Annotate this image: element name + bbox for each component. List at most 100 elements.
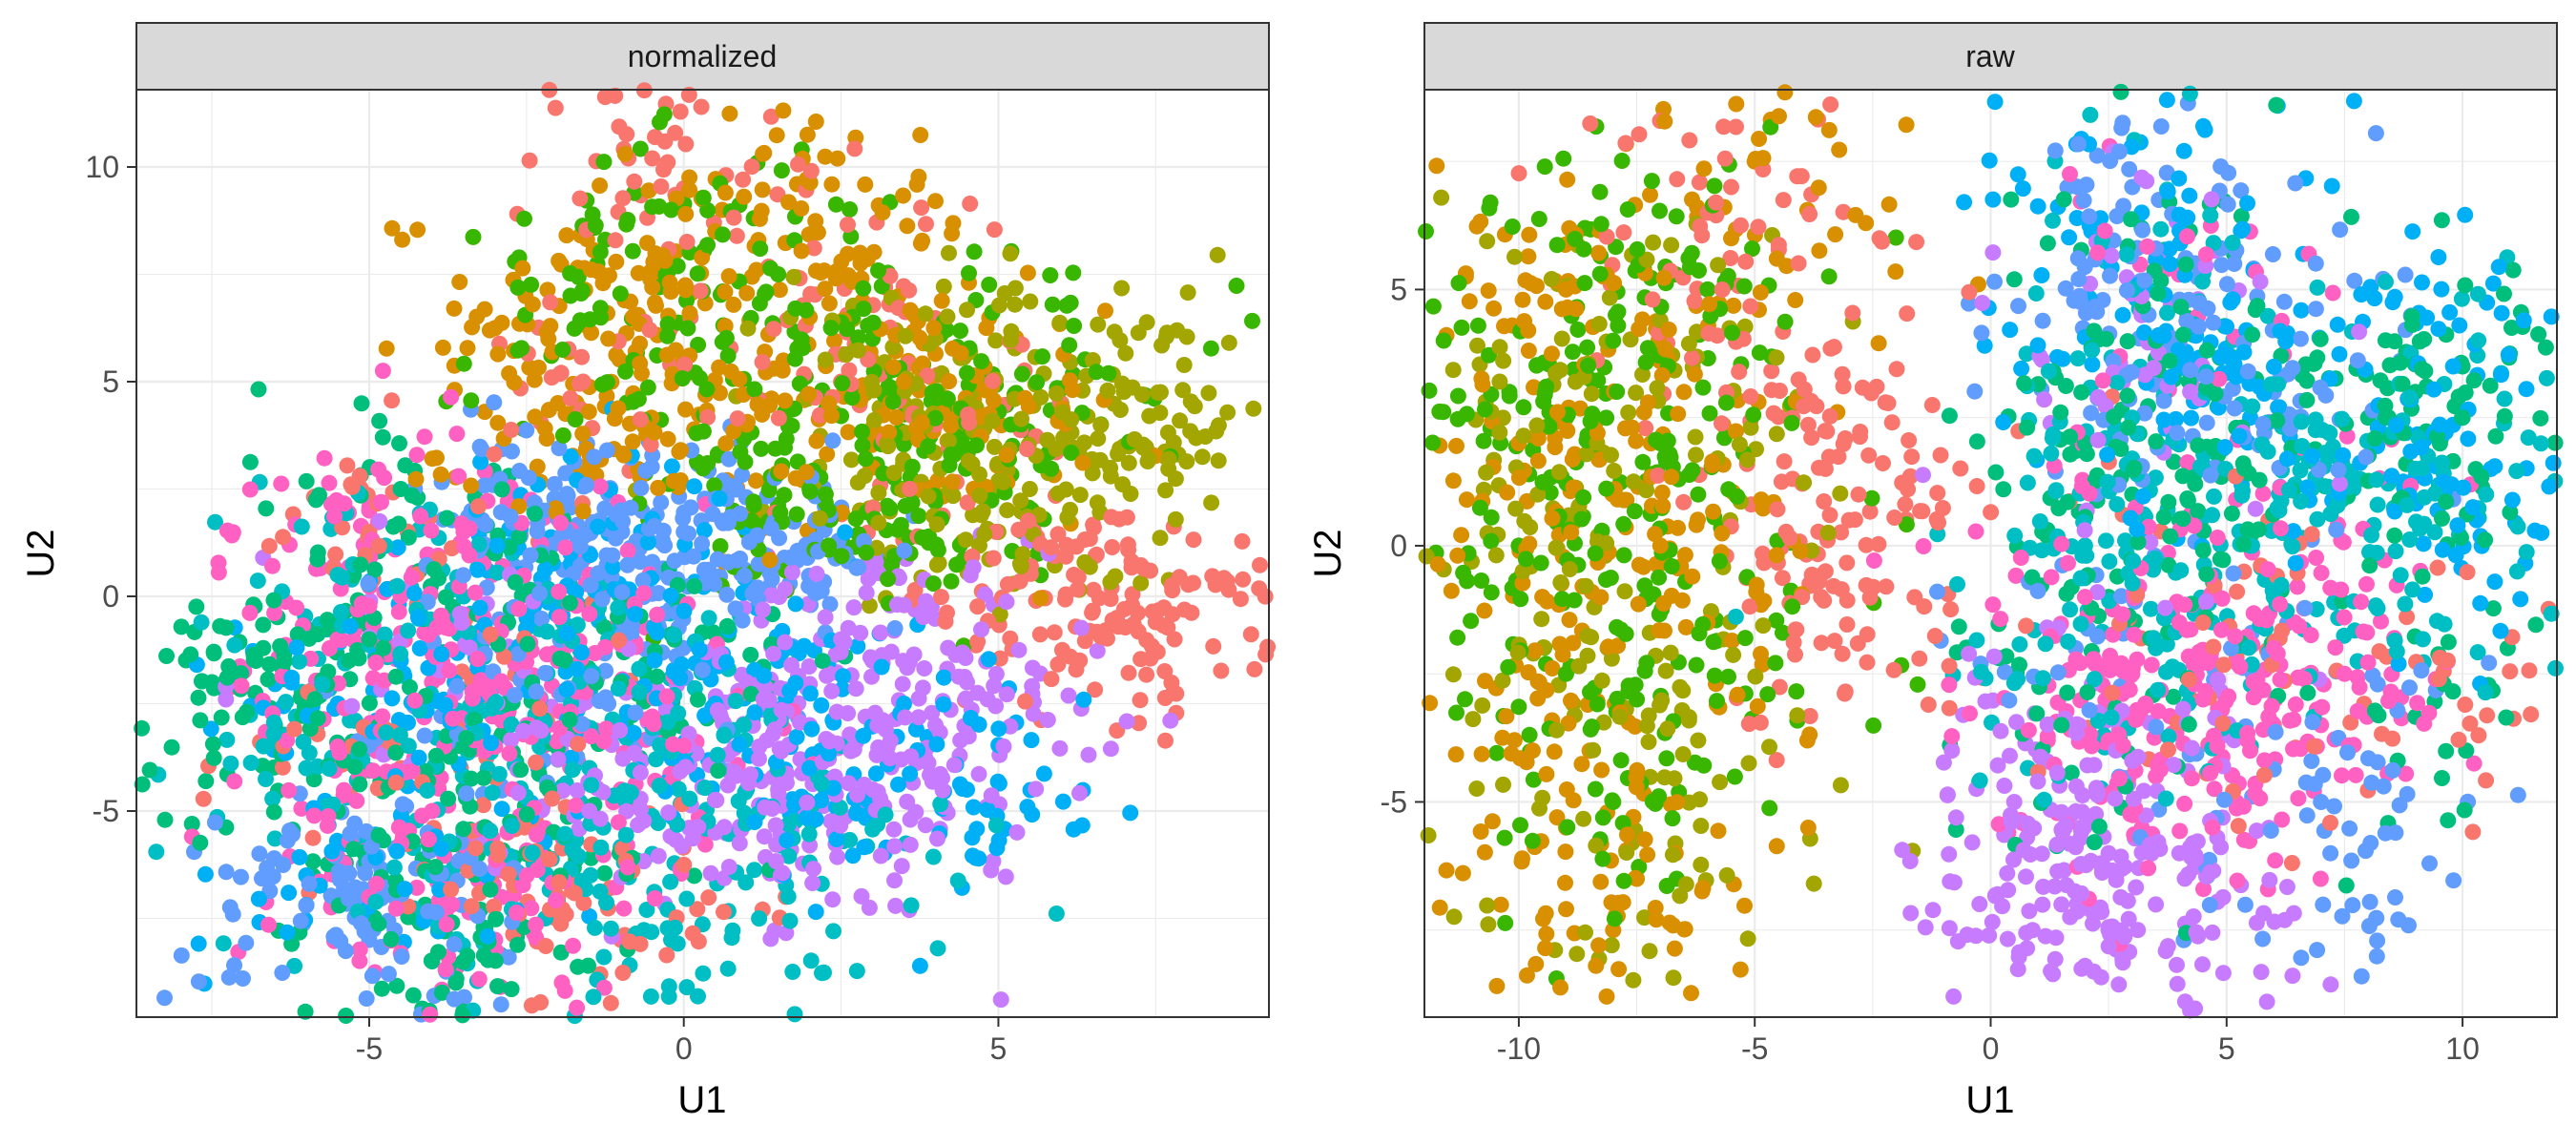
- scatter-point: [823, 682, 841, 699]
- scatter-point: [832, 644, 849, 660]
- scatter-point: [2302, 627, 2319, 644]
- scatter-point: [1789, 168, 1806, 185]
- scatter-point: [635, 585, 653, 602]
- scatter-point: [2013, 360, 2030, 377]
- scatter-point: [1104, 539, 1121, 555]
- scatter-point: [2537, 339, 2554, 356]
- scatter-point: [719, 553, 737, 571]
- scatter-point: [698, 381, 716, 398]
- scatter-point: [757, 285, 774, 302]
- panel-normalized-points: [134, 81, 1277, 1025]
- scatter-point: [375, 639, 392, 656]
- scatter-point: [640, 182, 657, 199]
- scatter-point: [1569, 322, 1587, 338]
- scatter-point: [1132, 651, 1150, 668]
- scatter-point: [2275, 293, 2293, 310]
- scatter-point: [1929, 526, 1946, 543]
- scatter-point: [760, 482, 778, 499]
- scatter-point: [1028, 374, 1046, 391]
- scatter-point: [561, 711, 578, 728]
- scatter-point: [569, 999, 586, 1016]
- scatter-point: [568, 797, 585, 814]
- scatter-point: [678, 890, 696, 907]
- scatter-point: [765, 321, 782, 338]
- scatter-point: [512, 761, 530, 779]
- scatter-point: [275, 857, 292, 873]
- scatter-point: [1203, 494, 1220, 511]
- scatter-point: [446, 300, 463, 317]
- scatter-point: [788, 728, 805, 745]
- scatter-point: [195, 790, 212, 807]
- scatter-point: [409, 609, 426, 626]
- scatter-point: [2346, 272, 2363, 289]
- scatter-point: [2347, 766, 2364, 783]
- scatter-point: [410, 749, 427, 766]
- scatter-point: [1122, 486, 1139, 502]
- scatter-point: [2453, 290, 2470, 307]
- scatter-point: [316, 449, 333, 467]
- scatter-point: [551, 440, 568, 457]
- scatter-point: [935, 278, 952, 295]
- scatter-point: [841, 831, 859, 848]
- scatter-point: [207, 513, 223, 531]
- scatter-point: [893, 858, 910, 875]
- scatter-point: [863, 668, 880, 685]
- scatter-point: [343, 478, 361, 495]
- scatter-point: [777, 392, 794, 409]
- scatter-point: [720, 268, 737, 284]
- scatter-point: [226, 636, 243, 654]
- scatter-point: [714, 226, 731, 243]
- scatter-point: [1031, 626, 1049, 643]
- scatter-point: [1051, 739, 1069, 757]
- scatter-point: [1577, 924, 1593, 941]
- scatter-point: [677, 281, 695, 299]
- scatter-point: [772, 776, 789, 793]
- scatter-point: [190, 935, 207, 952]
- scatter-point: [2012, 550, 2029, 566]
- scatter-point: [880, 438, 897, 455]
- scatter-point: [766, 721, 783, 739]
- scatter-point: [895, 653, 912, 670]
- scatter-point: [669, 258, 686, 275]
- scatter-point: [1676, 921, 1693, 938]
- scatter-point: [1002, 245, 1019, 262]
- scatter-point: [343, 697, 361, 715]
- scatter-point: [721, 105, 738, 122]
- scatter-point: [801, 837, 819, 854]
- scatter-point: [482, 822, 499, 840]
- scatter-point: [612, 285, 629, 302]
- scatter-point: [840, 245, 856, 262]
- scatter-point: [424, 802, 441, 820]
- scatter-point: [987, 817, 1005, 834]
- x-tick-label: 0: [675, 1031, 693, 1066]
- scatter-point: [776, 487, 793, 504]
- scatter-point: [813, 776, 830, 792]
- scatter-point: [885, 465, 903, 482]
- scatter-point: [675, 602, 693, 619]
- scatter-point: [541, 851, 558, 868]
- scatter-point: [631, 660, 648, 677]
- scatter-point: [1706, 667, 1723, 684]
- scatter-point: [1043, 671, 1060, 688]
- scatter-point: [2309, 510, 2326, 528]
- scatter-point: [486, 394, 503, 411]
- scatter-point: [649, 668, 666, 685]
- scatter-point: [1220, 334, 1237, 351]
- scatter-point: [638, 902, 655, 918]
- scatter-point: [255, 738, 272, 755]
- scatter-point: [249, 572, 266, 590]
- scatter-point: [749, 527, 766, 544]
- scatter-point: [890, 776, 906, 793]
- scatter-point: [528, 754, 545, 771]
- scatter-point: [280, 781, 298, 799]
- scatter-point: [293, 800, 310, 817]
- scatter-point: [538, 623, 555, 640]
- scatter-point: [1257, 588, 1274, 605]
- scatter-point: [1111, 332, 1129, 349]
- scatter-point: [910, 690, 927, 707]
- scatter-point: [402, 678, 418, 696]
- scatter-point: [894, 676, 911, 693]
- scatter-point: [716, 819, 733, 836]
- scatter-point: [2018, 345, 2035, 363]
- scatter-point: [538, 646, 555, 663]
